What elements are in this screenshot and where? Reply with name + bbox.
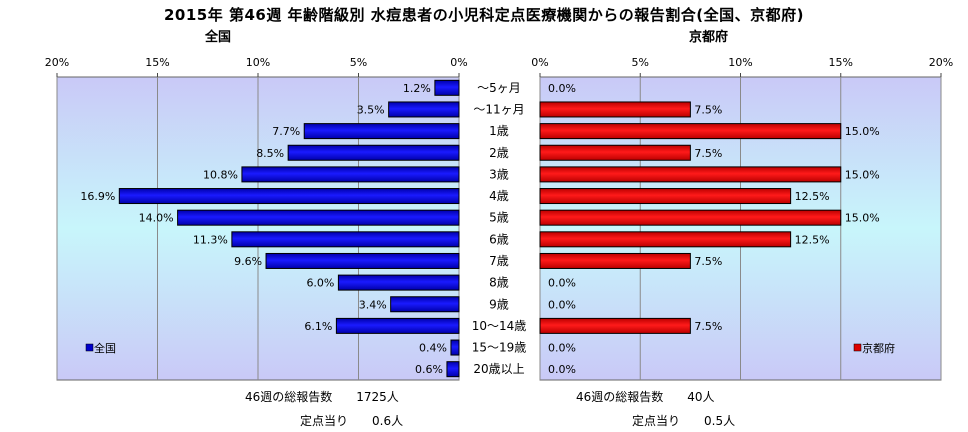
category-label: 10～14歳 [472, 319, 527, 333]
left-bar [265, 252, 460, 269]
right-data-label: 0.0% [548, 298, 576, 311]
right-tick-label: 20% [929, 56, 953, 69]
left-data-label: 0.6% [415, 363, 443, 376]
right-data-label: 12.5% [795, 190, 830, 203]
left-data-label: 3.4% [359, 298, 387, 311]
left-bar [450, 339, 460, 356]
right-data-label: 0.0% [548, 82, 576, 95]
left-tick-label: 5% [350, 56, 367, 69]
right-data-label: 0.0% [548, 277, 576, 290]
right-data-label: 0.0% [548, 342, 576, 355]
left-bar [303, 123, 460, 140]
chart-title: 2015年 第46週 年齢階級別 水痘患者の小児科定点医療機関からの報告割合(全… [163, 6, 804, 24]
right-panel-subtitle: 京都府 [689, 30, 729, 45]
right-data-label: 15.0% [845, 168, 880, 181]
right-data-label: 7.5% [694, 147, 722, 160]
right-tick-label: 15% [829, 56, 853, 69]
left-tick-label: 0% [450, 56, 467, 69]
left-bar [177, 209, 460, 226]
right-data-label: 0.0% [548, 363, 576, 376]
left-data-label: 1.2% [403, 82, 431, 95]
left-tick-label: 10% [246, 56, 270, 69]
left-data-label: 8.5% [256, 147, 284, 160]
left-legend-label: 全国 [94, 341, 116, 355]
category-label: 8歳 [489, 276, 509, 290]
left-data-label: 3.5% [357, 103, 385, 116]
right-tick-label: 5% [632, 56, 649, 69]
category-label: 15～19歳 [472, 341, 527, 355]
right-bar [539, 166, 842, 183]
right-bar [539, 231, 792, 248]
right-legend-swatch [853, 343, 862, 352]
left-data-label: 7.7% [272, 125, 300, 138]
left-data-label: 16.9% [80, 190, 115, 203]
right-footer-total: 46週の総報告数 40人 [576, 390, 715, 404]
left-bar [337, 274, 460, 291]
left-data-label: 14.0% [139, 212, 174, 225]
left-bar [335, 317, 460, 334]
right-bar [539, 188, 792, 205]
right-data-label: 7.5% [694, 103, 722, 116]
category-label: 20歳以上 [473, 362, 524, 376]
right-tick-label: 10% [728, 56, 752, 69]
category-label: ～11ヶ月 [473, 102, 524, 116]
left-bar [241, 166, 460, 183]
right-data-label: 12.5% [795, 233, 830, 246]
left-bar [287, 144, 460, 161]
right-bar [539, 317, 691, 334]
right-bar [539, 252, 691, 269]
category-label: 6歳 [489, 232, 509, 246]
left-bar [446, 361, 460, 378]
category-label: 9歳 [489, 297, 509, 311]
right-data-label: 15.0% [845, 212, 880, 225]
right-data-label: 7.5% [694, 255, 722, 268]
left-bar [231, 231, 460, 248]
right-bar [539, 209, 842, 226]
category-label: 4歳 [489, 189, 509, 203]
right-legend-label: 京都府 [862, 341, 895, 355]
right-bar [539, 144, 691, 161]
right-data-label: 7.5% [694, 320, 722, 333]
left-data-label: 0.4% [419, 342, 447, 355]
right-tick-label: 0% [531, 56, 548, 69]
right-data-label: 15.0% [845, 125, 880, 138]
left-data-label: 10.8% [203, 168, 238, 181]
left-data-label: 9.6% [234, 255, 262, 268]
left-bar [390, 296, 460, 313]
category-label: 2歳 [489, 146, 509, 160]
left-panel-subtitle: 全国 [205, 30, 232, 45]
left-bar [434, 79, 460, 96]
category-label: 7歳 [489, 254, 509, 268]
right-bar [539, 101, 691, 118]
left-footer-total: 46週の総報告数 1725人 [245, 390, 399, 404]
right-footer-per-site: 定点当り 0.5人 [632, 414, 736, 428]
category-label: ～5ヶ月 [477, 81, 521, 95]
category-label: 3歳 [489, 167, 509, 181]
category-label: 1歳 [489, 124, 509, 138]
left-data-label: 6.1% [304, 320, 332, 333]
left-data-label: 6.0% [306, 277, 334, 290]
left-data-label: 11.3% [193, 233, 228, 246]
left-footer-per-site: 定点当り 0.6人 [300, 414, 404, 428]
left-tick-label: 15% [145, 56, 169, 69]
left-bar [388, 101, 460, 118]
left-legend-swatch [85, 343, 94, 352]
category-label: 5歳 [489, 211, 509, 225]
right-bar [539, 123, 842, 140]
left-bar [118, 188, 460, 205]
left-tick-label: 20% [45, 56, 69, 69]
